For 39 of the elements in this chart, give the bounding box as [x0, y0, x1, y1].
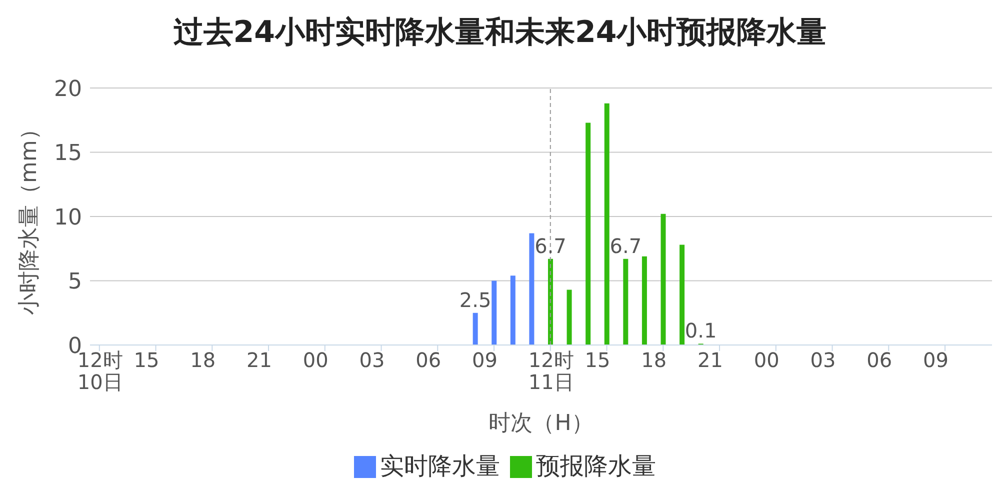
bar [642, 256, 647, 345]
bar [680, 244, 685, 345]
legend-label: 预报降水量 [536, 452, 656, 480]
bar [604, 103, 610, 345]
y-tick-label: 10 [54, 205, 82, 230]
x-tick-label: 00 [302, 348, 328, 372]
bar [472, 312, 478, 345]
x-tick-label: 21 [246, 348, 272, 372]
y-tick-label: 20 [54, 76, 82, 102]
x-tick-label: 09 [923, 348, 948, 372]
chart-title: 过去24小时实时降水量和未来24小时预报降水量 [172, 14, 828, 52]
legend-label: 实时降水量 [380, 452, 500, 480]
x-tick-label: 03 [810, 348, 836, 372]
data-label: 0.1 [684, 318, 717, 343]
bar [566, 290, 572, 345]
x-axis-title: 时次（H） [488, 411, 594, 436]
x-tick-label: 18 [641, 348, 667, 372]
data-label: 6.7 [610, 234, 642, 258]
x-tick-label: 03 [359, 348, 385, 372]
x-tick-label: 15 [134, 348, 160, 372]
x-tick-label: 00 [754, 348, 780, 372]
x-tick-label: 12时 11日 [528, 348, 574, 394]
bar [623, 258, 628, 345]
data-label: 6.7 [534, 234, 566, 258]
x-tick-label: 06 [866, 348, 892, 372]
bar [510, 276, 516, 345]
bar [492, 280, 497, 345]
data-label: 2.5 [459, 288, 492, 312]
x-tick-label: 06 [416, 348, 442, 372]
bar [529, 233, 534, 345]
bar [586, 122, 591, 345]
bar [660, 214, 666, 345]
x-tick-label: 21 [698, 348, 723, 372]
x-tick-label: 09 [472, 348, 498, 372]
y-tick-label: 5 [68, 270, 82, 295]
x-tick-label: 15 [584, 348, 610, 372]
y-tick-label: 15 [54, 141, 82, 166]
y-axis-title: 小时降水量（mm） [16, 118, 42, 315]
x-tick-label: 18 [190, 348, 216, 372]
